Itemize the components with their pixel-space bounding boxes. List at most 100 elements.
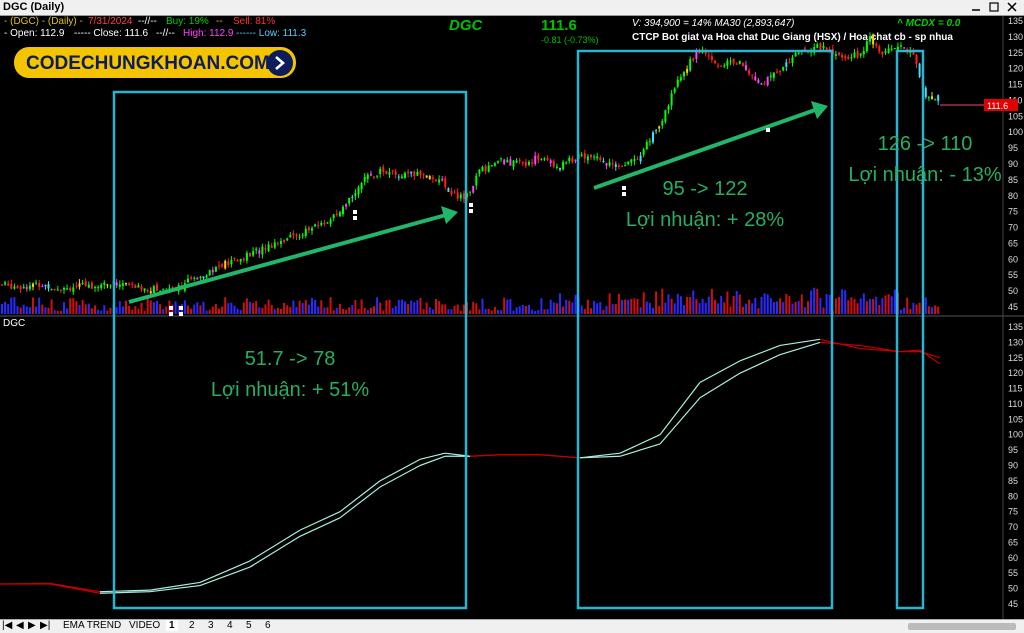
candle-body — [255, 248, 258, 251]
nav-prev-icon[interactable]: ◀ — [16, 620, 24, 631]
chart-area[interactable]: - (DGC) - (Daily) - 7/31/2024 --//-- Buy… — [0, 16, 1024, 619]
volume-bar — [450, 309, 453, 314]
volume-label: V: 394,900 = 14% MA30 (2,893,647) — [632, 18, 794, 29]
y-tick-label: 105 — [1008, 111, 1023, 121]
volume-bar — [481, 298, 484, 314]
price-tag-text: 111.6 — [987, 101, 1008, 111]
nav-last-icon[interactable]: ▶| — [40, 620, 51, 631]
y-tick-label: 125 — [1008, 353, 1023, 363]
tab-video[interactable]: VIDEO — [129, 620, 161, 631]
volume-bar — [720, 296, 723, 314]
volume-bar — [853, 299, 856, 314]
candle-body — [738, 61, 741, 64]
volume-bar — [487, 308, 490, 314]
candle-body — [41, 286, 44, 288]
candle-body — [546, 158, 549, 161]
y-tick-label: 130 — [1008, 32, 1023, 42]
candle-body — [555, 166, 558, 168]
candle-body — [893, 48, 896, 50]
sheet-tab-bar: |◀ ◀ ▶ ▶| EMA TREND VIDEO 1 2 3 4 5 6 — [0, 619, 1024, 633]
volume-bar — [537, 310, 540, 314]
volume-bar — [841, 289, 844, 314]
maximize-icon[interactable] — [988, 1, 1000, 13]
volume-bar — [605, 305, 608, 314]
candle-body — [692, 58, 695, 61]
volume-bar — [295, 306, 298, 314]
volume-bar — [56, 310, 59, 314]
minimize-icon[interactable] — [970, 1, 982, 13]
ema-line-segment — [299, 511, 341, 531]
volume-bar — [658, 305, 661, 314]
volume-bar — [236, 308, 239, 314]
volume-bar — [698, 303, 701, 314]
candle-body — [280, 240, 282, 244]
volume-bar — [490, 310, 493, 314]
candle-body — [552, 161, 555, 167]
volume-bar — [84, 304, 87, 314]
volume-bar — [459, 310, 462, 314]
candle-body — [723, 65, 726, 67]
volume-bar — [391, 307, 394, 314]
candle-body — [187, 278, 189, 283]
y-tick-label: 55 — [1008, 270, 1018, 280]
volume-bar — [360, 299, 363, 314]
volume-bar — [78, 304, 81, 314]
candle-body — [345, 204, 348, 207]
volume-bar — [16, 306, 19, 314]
tab-page-3[interactable]: 3 — [208, 620, 214, 631]
candle-body — [698, 52, 701, 54]
y-tick-label: 100 — [1008, 127, 1023, 137]
candle-body — [896, 46, 899, 50]
ema-line-segment — [819, 341, 861, 347]
candle-body — [264, 248, 267, 250]
volume-bar — [7, 304, 10, 314]
volume-bar — [568, 300, 571, 314]
volume-bar — [87, 303, 90, 314]
company-label: CTCP Bot giat va Hoa chat Duc Giang (HSX… — [632, 32, 953, 43]
volume-bar — [735, 290, 738, 314]
tab-page-6[interactable]: 6 — [265, 620, 271, 631]
volume-bar — [813, 287, 816, 314]
candle-body — [190, 277, 193, 279]
tab-ema-trend[interactable]: EMA TREND — [63, 620, 122, 631]
tab-page-2[interactable]: 2 — [189, 620, 195, 631]
candle-body — [562, 161, 565, 170]
candle-body — [757, 79, 760, 84]
volume-bar — [704, 302, 707, 314]
candle-body — [655, 130, 658, 132]
volume-bar — [875, 296, 878, 314]
volume-bar — [286, 305, 289, 314]
candle-body — [822, 45, 825, 49]
volume-bar — [298, 300, 301, 314]
y-tick-label: 80 — [1008, 491, 1018, 501]
volume-bar — [183, 300, 186, 314]
candle-body — [94, 287, 96, 289]
volume-bar — [497, 309, 499, 314]
ema-line-segment — [579, 455, 621, 459]
tab-page-1[interactable]: 1 — [166, 620, 178, 631]
candle-body — [351, 197, 354, 199]
volume-bar — [66, 308, 69, 314]
tab-page-5[interactable]: 5 — [246, 620, 252, 631]
candle-body — [332, 214, 335, 219]
candle-body — [47, 284, 50, 289]
candle-body — [38, 282, 41, 287]
ema-line-segment — [619, 434, 661, 454]
volume-bar — [751, 303, 754, 314]
tab-page-4[interactable]: 4 — [227, 620, 233, 631]
nav-first-icon[interactable]: |◀ — [2, 620, 13, 631]
volume-bar — [779, 298, 782, 314]
candle-body — [918, 63, 921, 77]
nav-next-icon[interactable]: ▶ — [28, 620, 36, 631]
close-icon[interactable] — [1006, 1, 1018, 13]
candle-body — [531, 162, 534, 164]
candle-body — [314, 224, 317, 227]
candle-body — [69, 287, 72, 291]
horizontal-scrollbar[interactable] — [908, 623, 1016, 630]
volume-bar — [72, 298, 75, 314]
volume-bar — [35, 306, 38, 314]
candle-body — [428, 176, 431, 180]
y-tick-label: 135 — [1008, 16, 1023, 26]
candle-body — [630, 159, 633, 163]
volume-bar — [19, 307, 22, 314]
